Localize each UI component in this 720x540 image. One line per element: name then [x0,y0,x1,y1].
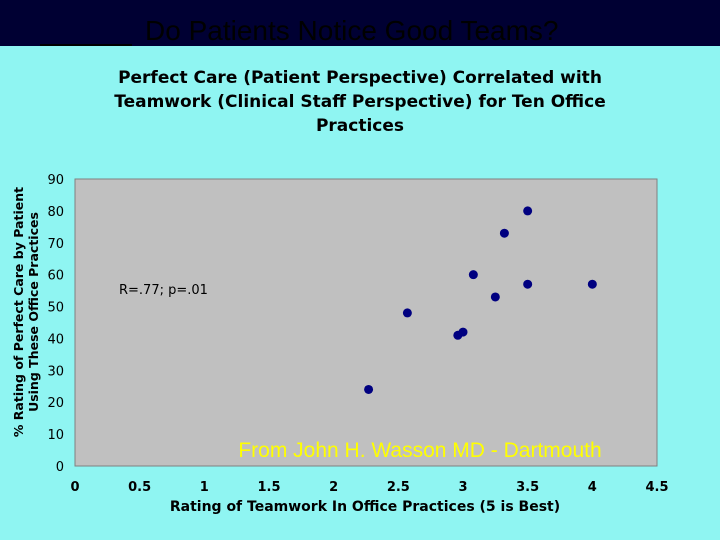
y-tick-label: 80 [47,205,64,220]
title-underline-decoration [40,44,132,46]
y-tick-label: 70 [47,237,64,252]
data-point [458,327,468,337]
plot-area [74,178,658,467]
chart-title-line: Perfect Care (Patient Perspective) Corre… [118,68,602,88]
x-tick-label: 0 [70,480,79,495]
x-tick-label: 3 [458,480,467,495]
data-point [587,279,597,289]
x-tick-label: 4.5 [645,480,668,495]
y-tick-label: 60 [47,269,64,284]
y-tick-label: 30 [47,364,64,379]
x-tick-label: 2.5 [387,480,410,495]
y-tick-label: 0 [56,460,64,475]
y-tick-label: 20 [47,396,64,411]
x-tick-label: 0.5 [128,480,151,495]
data-point [499,228,509,238]
data-point [490,292,500,302]
chart-title-line: Teamwork (Clinical Staff Perspective) fo… [114,92,606,112]
x-tick-label: 1.5 [257,480,280,495]
slide-title: Do Patients Notice Good Teams? [145,15,559,46]
correlation-annotation: R=.77; p=.01 [119,283,208,298]
data-point [468,270,478,280]
y-tick-label: 50 [47,301,64,316]
data-point [523,279,533,289]
y-tick-label: 90 [47,173,64,188]
x-tick-label: 3.5 [516,480,539,495]
data-point [523,206,533,216]
chart-title: Perfect Care (Patient Perspective) Corre… [60,66,660,138]
x-tick-label: 2 [329,480,338,495]
chart-title-line: Practices [315,116,405,136]
x-tick-label: 1 [200,480,209,495]
x-tick-label: 4 [588,480,597,495]
data-point [402,308,412,318]
title-bar [0,0,720,46]
y-tick-label: 10 [47,428,64,443]
y-tick-label: 40 [47,332,64,347]
data-point [364,384,374,394]
x-axis-label: Rating of Teamwork In Office Practices (… [169,499,561,515]
source-annotation: From John H. Wasson MD - Dartmouth [238,439,601,462]
